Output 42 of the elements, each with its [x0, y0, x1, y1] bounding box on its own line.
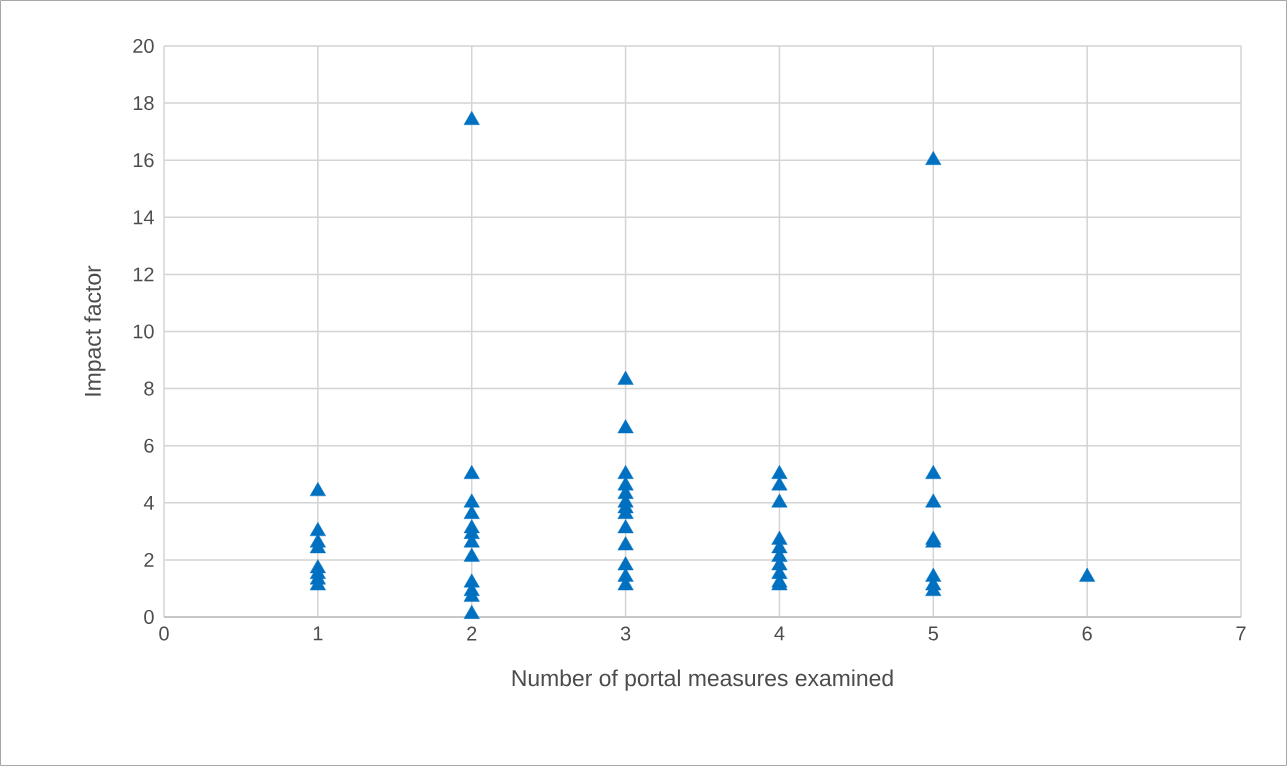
- x-tick-label: 4: [774, 626, 785, 641]
- point: [463, 505, 480, 519]
- point: [617, 370, 634, 385]
- point: [771, 493, 788, 508]
- x-tick-label: 6: [1082, 626, 1092, 641]
- point: [463, 493, 480, 508]
- y-tick-label: 0: [144, 609, 154, 625]
- x-tick-label: 0: [159, 626, 169, 641]
- point: [925, 150, 942, 165]
- y-tick-label: 6: [144, 438, 154, 453]
- x-tick-label: 3: [620, 626, 631, 641]
- y-tick-label: 2: [144, 552, 154, 567]
- point: [309, 482, 326, 497]
- point: [463, 465, 480, 479]
- y-tick-label: 18: [133, 96, 154, 111]
- x-tick-label: 2: [467, 626, 477, 641]
- point: [617, 556, 634, 571]
- point: [463, 547, 480, 562]
- point: [463, 111, 480, 125]
- point: [925, 493, 942, 508]
- point: [463, 604, 480, 619]
- y-tick-label: 14: [133, 210, 154, 225]
- point: [617, 419, 634, 434]
- point: [1079, 567, 1096, 582]
- y-axis-title: Impact factor: [84, 265, 106, 396]
- point: [617, 519, 634, 534]
- y-tick-label: 16: [133, 153, 154, 168]
- point: [771, 465, 788, 479]
- x-tick-label: 1: [313, 626, 323, 641]
- point: [617, 465, 634, 479]
- y-tick-label: 8: [144, 381, 154, 396]
- y-tick-label: 4: [143, 495, 154, 510]
- point: [309, 522, 326, 537]
- y-tick-label: 20: [133, 38, 154, 54]
- point: [771, 476, 788, 491]
- point: [617, 536, 634, 551]
- x-axis-title: Number of portal measures examined: [512, 669, 893, 691]
- y-tick-label: 12: [133, 267, 154, 282]
- x-tick-label: 7: [1236, 626, 1246, 641]
- point: [925, 465, 942, 479]
- x-tick-label: 5: [928, 626, 939, 641]
- y-tick-label: 10: [133, 324, 154, 339]
